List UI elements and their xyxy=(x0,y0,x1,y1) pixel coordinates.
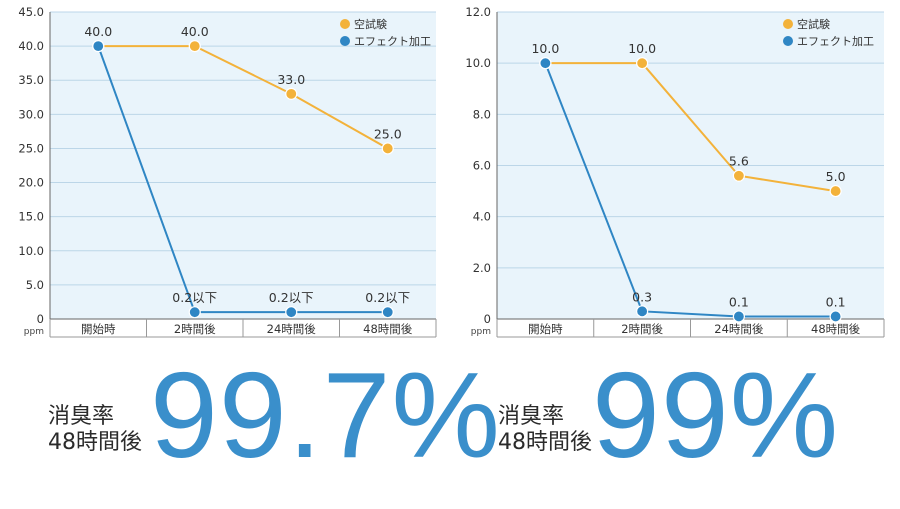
y-tick-label: 40.0 xyxy=(18,39,44,53)
data-point xyxy=(381,306,394,319)
y-unit-label: ppm xyxy=(471,327,491,337)
x-tick-label: 24時間後 xyxy=(714,322,764,336)
data-label: 0.2以下 xyxy=(172,290,217,305)
data-point xyxy=(285,87,298,100)
series-line xyxy=(544,62,836,318)
data-point xyxy=(188,40,201,53)
data-point xyxy=(732,310,745,323)
data-point xyxy=(188,306,201,319)
x-tick-label: 2時間後 xyxy=(621,322,663,336)
legend-label: エフェクト加工 xyxy=(354,35,431,48)
legend-marker xyxy=(340,36,350,46)
legend-marker xyxy=(783,19,793,29)
deodorization-rate-left: 消臭率 48時間後 99.7% xyxy=(0,347,500,500)
data-point xyxy=(732,169,745,182)
legend-label: 空試験 xyxy=(354,17,387,31)
y-tick-label: 5.0 xyxy=(26,278,44,292)
y-tick-label: 30.0 xyxy=(18,107,44,121)
data-point xyxy=(829,310,842,323)
data-label: 0.2以下 xyxy=(365,290,410,305)
data-label: 0.1 xyxy=(826,294,846,309)
rate-label-line1: 消臭率 xyxy=(48,404,115,429)
series-line xyxy=(98,45,389,150)
y-tick-label: 0 xyxy=(484,312,491,326)
x-tick-label: 48時間後 xyxy=(811,322,861,336)
rate-value: 99.7% xyxy=(150,347,501,483)
data-point xyxy=(539,57,552,70)
y-tick-label: 25.0 xyxy=(18,141,44,155)
x-tick-label: 開始時 xyxy=(81,322,116,336)
data-point xyxy=(636,57,649,70)
x-tick-label: 24時間後 xyxy=(267,322,317,336)
data-point xyxy=(636,305,649,318)
y-unit-label: ppm xyxy=(24,327,44,337)
chart-left: 0 5.0 10.0 15.0 20.0 25.0 30.0 35.0 40.0 45.0 開始時 2… xyxy=(0,0,450,345)
deodorization-rate-right: 消臭率 48時間後 99% xyxy=(450,347,900,500)
y-tick-label: 0 xyxy=(37,312,44,326)
data-label: 25.0 xyxy=(374,126,402,141)
rate-label: 消臭率 48時間後 xyxy=(498,404,592,456)
line-chart-left: 0 5.0 10.0 15.0 20.0 25.0 30.0 35.0 40.0 45.0 開始時 2… xyxy=(18,5,437,338)
data-label: 5.0 xyxy=(826,169,846,184)
line-chart-right: 0 2.0 4.0 6.0 8.0 10.0 12.0 開始時 2時間後 24時間後 48時間後 pp… xyxy=(465,5,885,338)
rate-label: 消臭率 48時間後 xyxy=(48,404,142,456)
legend-label: 空試験 xyxy=(797,17,830,31)
rate-label-line2: 48時間後 xyxy=(48,430,142,455)
y-tick-label: 4.0 xyxy=(473,210,491,224)
y-tick-label: 20.0 xyxy=(18,176,44,190)
legend-marker xyxy=(783,36,793,46)
y-tick-label: 10.0 xyxy=(18,244,44,258)
x-tick-label: 48時間後 xyxy=(363,322,413,336)
legend-label: エフェクト加工 xyxy=(797,35,874,48)
rate-label-line1: 消臭率 xyxy=(498,404,565,429)
y-tick-label: 6.0 xyxy=(473,159,491,173)
data-point xyxy=(92,40,105,53)
data-label: 0.1 xyxy=(729,294,749,309)
data-label: 33.0 xyxy=(277,72,305,87)
series-line xyxy=(97,45,388,314)
data-label: 10.0 xyxy=(628,41,656,56)
plot-area xyxy=(50,12,436,319)
x-tick-label: 2時間後 xyxy=(174,322,216,336)
data-point xyxy=(829,184,842,198)
data-label: 5.6 xyxy=(729,154,749,169)
y-tick-label: 35.0 xyxy=(18,73,44,87)
data-label: 40.0 xyxy=(181,24,209,39)
legend-marker xyxy=(340,19,350,29)
data-label: 10.0 xyxy=(531,41,559,56)
y-tick-label: 45.0 xyxy=(18,5,44,19)
data-label: 0.3 xyxy=(632,289,652,304)
data-point xyxy=(285,306,298,319)
y-tick-label: 15.0 xyxy=(18,210,44,224)
y-tick-label: 2.0 xyxy=(473,261,491,275)
y-tick-label: 10.0 xyxy=(465,56,491,70)
y-tick-label: 12.0 xyxy=(465,5,491,19)
data-point xyxy=(381,142,394,155)
chart-right: 0 2.0 4.0 6.0 8.0 10.0 12.0 開始時 2時間後 24時間後 48時間後 pp… xyxy=(450,0,900,345)
rate-label-line2: 48時間後 xyxy=(498,430,592,455)
data-label: 0.2以下 xyxy=(269,290,314,305)
data-label: 40.0 xyxy=(84,24,112,39)
series-line xyxy=(545,62,836,193)
x-tick-label: 開始時 xyxy=(528,322,563,336)
rate-value: 99% xyxy=(592,347,840,483)
y-tick-label: 8.0 xyxy=(473,107,491,121)
